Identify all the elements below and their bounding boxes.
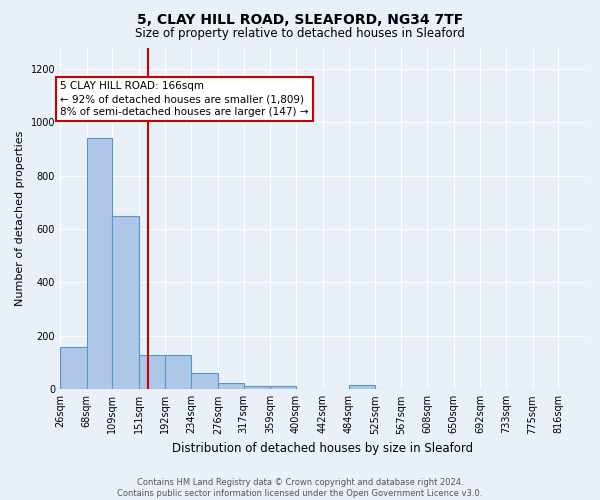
Bar <box>218 382 244 390</box>
Bar <box>270 386 296 390</box>
Text: Contains HM Land Registry data © Crown copyright and database right 2024.
Contai: Contains HM Land Registry data © Crown c… <box>118 478 482 498</box>
Bar <box>60 346 86 390</box>
Text: Size of property relative to detached houses in Sleaford: Size of property relative to detached ho… <box>135 28 465 40</box>
Y-axis label: Number of detached properties: Number of detached properties <box>15 130 25 306</box>
Bar <box>165 354 191 390</box>
X-axis label: Distribution of detached houses by size in Sleaford: Distribution of detached houses by size … <box>172 442 473 455</box>
Bar <box>112 216 139 390</box>
Bar <box>244 386 270 390</box>
Bar <box>86 138 112 390</box>
Bar <box>349 386 375 390</box>
Text: 5 CLAY HILL ROAD: 166sqm
← 92% of detached houses are smaller (1,809)
8% of semi: 5 CLAY HILL ROAD: 166sqm ← 92% of detach… <box>60 81 308 118</box>
Bar <box>191 374 218 390</box>
Text: 5, CLAY HILL ROAD, SLEAFORD, NG34 7TF: 5, CLAY HILL ROAD, SLEAFORD, NG34 7TF <box>137 12 463 26</box>
Bar <box>139 354 165 390</box>
